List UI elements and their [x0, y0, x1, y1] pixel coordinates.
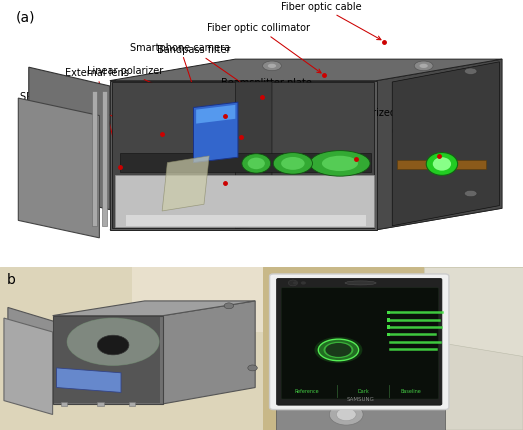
Bar	[102, 92, 107, 226]
Polygon shape	[56, 368, 121, 393]
Ellipse shape	[310, 150, 370, 176]
Polygon shape	[8, 307, 56, 404]
Ellipse shape	[274, 153, 313, 174]
Circle shape	[263, 61, 281, 71]
Circle shape	[464, 190, 477, 197]
Polygon shape	[162, 156, 209, 211]
Ellipse shape	[322, 156, 358, 171]
Ellipse shape	[433, 157, 451, 171]
Polygon shape	[196, 105, 235, 124]
Circle shape	[414, 61, 433, 71]
Circle shape	[248, 365, 257, 371]
Polygon shape	[29, 67, 110, 210]
Ellipse shape	[242, 154, 271, 173]
Text: Baseline: Baseline	[401, 390, 422, 394]
FancyBboxPatch shape	[269, 274, 449, 409]
Polygon shape	[377, 59, 502, 230]
Polygon shape	[424, 267, 523, 430]
Bar	[388, 333, 391, 336]
Ellipse shape	[314, 337, 362, 363]
FancyBboxPatch shape	[281, 288, 438, 399]
Polygon shape	[112, 82, 374, 228]
Polygon shape	[424, 340, 523, 430]
Text: (a): (a)	[16, 11, 35, 25]
Text: Smartphone camera: Smartphone camera	[130, 43, 231, 179]
Circle shape	[293, 281, 298, 285]
Polygon shape	[53, 301, 255, 316]
Text: Reference: Reference	[294, 390, 319, 394]
Ellipse shape	[281, 157, 304, 170]
Ellipse shape	[319, 339, 358, 360]
Polygon shape	[163, 301, 255, 404]
Circle shape	[224, 303, 234, 309]
Ellipse shape	[328, 344, 349, 356]
Polygon shape	[132, 267, 263, 332]
Bar	[97, 402, 104, 406]
Polygon shape	[110, 208, 502, 230]
Bar	[92, 92, 97, 226]
Bar	[388, 311, 391, 314]
Text: SPRi sensor chip: SPRi sensor chip	[20, 92, 158, 133]
Polygon shape	[18, 98, 99, 238]
Polygon shape	[110, 81, 377, 230]
Ellipse shape	[67, 318, 159, 366]
Bar	[61, 402, 67, 406]
Circle shape	[288, 280, 298, 286]
Bar	[388, 318, 391, 322]
Polygon shape	[110, 59, 502, 81]
Polygon shape	[126, 215, 366, 226]
Polygon shape	[194, 102, 238, 163]
Bar	[388, 326, 391, 329]
Polygon shape	[120, 153, 371, 172]
Ellipse shape	[345, 281, 376, 285]
FancyBboxPatch shape	[277, 278, 442, 405]
Polygon shape	[397, 160, 486, 169]
Text: Fiber optic cable: Fiber optic cable	[281, 2, 381, 40]
Polygon shape	[235, 82, 272, 228]
Bar	[276, 401, 445, 430]
Text: Fiber optic collimator: Fiber optic collimator	[208, 23, 321, 73]
Circle shape	[419, 64, 428, 68]
Text: Green LED: Green LED	[392, 127, 445, 153]
Circle shape	[336, 408, 356, 421]
Circle shape	[464, 68, 477, 74]
Polygon shape	[115, 175, 374, 227]
Text: Dark: Dark	[358, 390, 369, 394]
Ellipse shape	[247, 157, 265, 169]
Circle shape	[329, 404, 363, 425]
Circle shape	[268, 64, 276, 68]
Circle shape	[97, 335, 129, 355]
Polygon shape	[4, 318, 53, 415]
Text: Collimated & polarized beam: Collimated & polarized beam	[285, 108, 427, 155]
Ellipse shape	[426, 153, 458, 175]
Bar	[129, 402, 135, 406]
Polygon shape	[54, 317, 161, 403]
Circle shape	[301, 281, 306, 285]
Polygon shape	[392, 62, 499, 226]
Text: b: b	[7, 273, 16, 287]
Text: (c): (c)	[269, 273, 288, 287]
Text: SAMSUNG: SAMSUNG	[347, 397, 374, 402]
Text: External lens: External lens	[65, 68, 129, 163]
Text: Bandpass filter: Bandpass filter	[157, 45, 258, 95]
Polygon shape	[53, 316, 163, 404]
Ellipse shape	[325, 343, 351, 357]
Ellipse shape	[324, 342, 354, 358]
Text: Beamsplitter plate: Beamsplitter plate	[221, 78, 312, 134]
Text: Linear polarizer: Linear polarizer	[87, 66, 221, 114]
